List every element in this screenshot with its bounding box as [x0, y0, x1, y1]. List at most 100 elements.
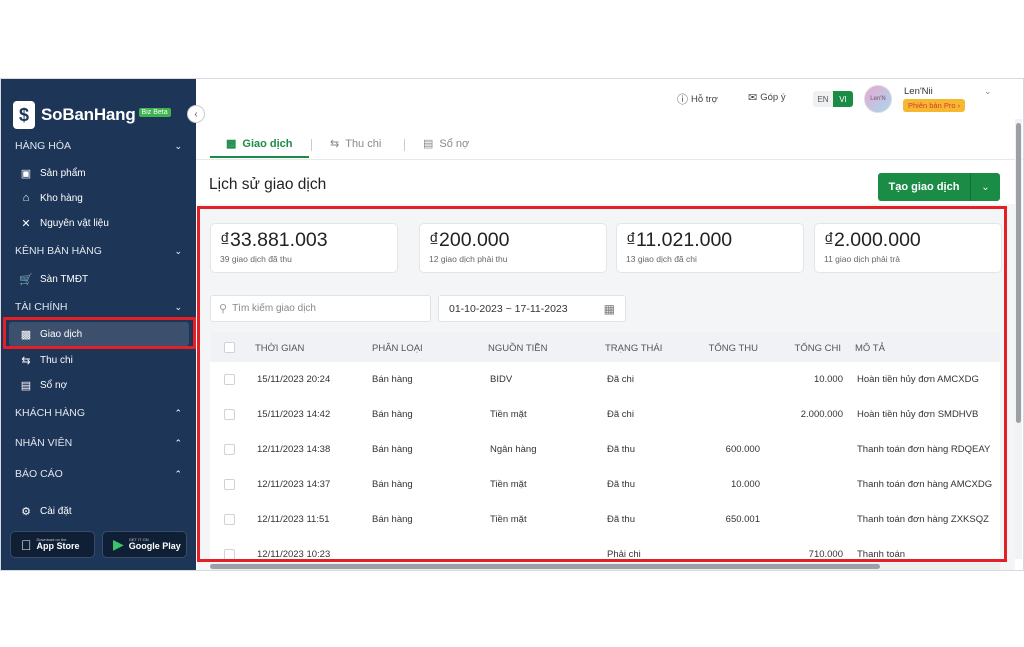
row-checkbox[interactable] — [224, 444, 235, 455]
active-tab-indicator — [210, 156, 309, 158]
support-link[interactable]: ⓘ Hỗ trợ — [677, 91, 718, 107]
google-play-small: GET IT ON — [128, 537, 149, 542]
transaction-table: THỜI GIAN PHÂN LOẠI NGUỒN TIỀN TRẠNG THÁ… — [210, 332, 1000, 560]
sidebar-section-tai-chinh[interactable]: TÀI CHÍNH ⌄ — [1, 296, 196, 318]
cell-type: Bán hàng — [372, 479, 413, 490]
column-header[interactable]: NGUỒN TIỀN — [488, 343, 548, 354]
table-header: THỜI GIAN PHÂN LOẠI NGUỒN TIỀN TRẠNG THÁ… — [210, 332, 1000, 362]
stat-card-spent[interactable]: ₫11.021.000 13 giao dịch đã chi — [616, 223, 804, 273]
horizontal-scrollbar[interactable] — [210, 563, 1000, 570]
section-label: HÀNG HÓA — [15, 140, 72, 152]
cell-status: Phải chi — [607, 549, 641, 560]
chevron-down-icon[interactable]: ⌄ — [970, 173, 1000, 201]
support-label: Hỗ trợ — [691, 93, 718, 105]
cell-income: 10.000 — [730, 479, 760, 490]
row-checkbox[interactable] — [224, 479, 235, 490]
section-label: NHÂN VIÊN — [15, 437, 73, 449]
tab-giao-dich[interactable]: ▩ Giao dịch — [226, 137, 293, 151]
cell-type: Bán hàng — [372, 444, 413, 455]
tab-so-no[interactable]: ▤ Sổ nợ — [423, 137, 469, 151]
table-row[interactable]: 12/11/2023 11:51 Bán hàng Tiền mặt Đã th… — [210, 502, 1000, 537]
row-checkbox[interactable] — [224, 549, 235, 560]
chevron-down-icon[interactable]: ⌄ — [984, 86, 992, 96]
ledger-book-icon: ▤ — [423, 138, 434, 150]
select-all-checkbox[interactable] — [224, 342, 235, 353]
scrollbar-thumb[interactable] — [1016, 123, 1021, 423]
sidebar-section-nhan-vien[interactable]: NHÂN VIÊN ⌃ — [1, 432, 196, 454]
date-range-picker[interactable]: 01-10-2023 ~ 17-11-2023 ▦ — [438, 295, 626, 322]
app-store-button[interactable]:  Download on the App Store — [10, 531, 95, 558]
calendar-icon: ▦ — [603, 301, 615, 316]
column-header[interactable]: TỔNG THU — [708, 343, 758, 354]
sidebar-item-cai-dat[interactable]: ⚙ Cài đặt — [9, 499, 189, 523]
product-box-icon: ▣ — [20, 167, 32, 180]
table-row[interactable]: 15/11/2023 14:42 Bán hàng Tiền mặt Đã ch… — [210, 397, 1000, 432]
create-transaction-label: Tạo giao dịch — [888, 181, 960, 193]
column-header[interactable]: TRẠNG THÁI — [605, 343, 663, 354]
cell-description: Hoàn tiền hủy đơn SMDHVB — [857, 409, 979, 420]
cell-type: Bán hàng — [372, 514, 413, 525]
envelope-icon: ✉ — [748, 92, 758, 104]
cash-icon: ▩ — [226, 138, 237, 150]
feedback-link[interactable]: ✉ Góp ý — [748, 91, 786, 104]
section-label: KHÁCH HÀNG — [15, 407, 86, 419]
tab-thu-chi[interactable]: ⇆ Thu chi — [330, 137, 382, 151]
sidebar-section-khach-hang[interactable]: KHÁCH HÀNG ⌃ — [1, 402, 196, 424]
lang-en-button[interactable]: EN — [813, 91, 833, 107]
cart-icon: 🛒 — [19, 273, 33, 286]
tab-label: Thu chi — [345, 137, 382, 150]
column-header[interactable]: PHÂN LOẠI — [372, 343, 423, 354]
ledger-book-icon: ▤ — [20, 379, 32, 392]
username[interactable]: Len'Nii — [904, 86, 933, 97]
google-play-button[interactable]: ▶ GET IT ON Google Play — [102, 531, 187, 558]
row-checkbox[interactable] — [224, 374, 235, 385]
sidebar-item-label: Thu chi — [40, 354, 73, 366]
logo-text: SoBanHang — [41, 105, 136, 124]
stat-card-receivable[interactable]: ₫200.000 12 giao dịch phải thu — [419, 223, 607, 273]
column-header[interactable]: TỔNG CHI — [794, 343, 841, 354]
row-checkbox[interactable] — [224, 514, 235, 525]
scrollbar-thumb[interactable] — [210, 564, 880, 569]
table-row[interactable]: 15/11/2023 20:24 Bán hàng BIDV Đã chi 10… — [210, 362, 1000, 397]
sidebar-item-nguyen-vat-lieu[interactable]: ✕ Nguyên vật liệu — [9, 211, 189, 235]
app-logo[interactable]: $ SoBanHang Biz Beta — [13, 101, 171, 129]
stat-card-collected[interactable]: ₫33.881.003 39 giao dịch đã thu — [210, 223, 398, 273]
vertical-scrollbar[interactable] — [1015, 119, 1022, 559]
stat-card-payable[interactable]: ₫2.000.000 11 giao dịch phải trả — [814, 223, 1002, 273]
google-play-label: Google Play — [128, 541, 181, 551]
feedback-label: Góp ý — [760, 92, 786, 103]
row-checkbox[interactable] — [224, 409, 235, 420]
sidebar-item-san-pham[interactable]: ▣ Sản phẩm — [9, 161, 189, 185]
gear-icon: ⚙ — [21, 505, 31, 518]
search-input[interactable] — [232, 303, 413, 314]
stat-label: 11 giao dịch phải trả — [824, 254, 900, 265]
pro-version-badge[interactable]: Phiên bản Pro › — [903, 99, 966, 112]
cell-expense: 2.000.000 — [800, 409, 843, 420]
sidebar-section-kenh-ban-hang[interactable]: KÊNH BÁN HÀNG ⌄ — [1, 240, 196, 262]
table-row[interactable]: 12/11/2023 10:23 Phải chi 710.000 Thanh … — [210, 537, 1000, 560]
table-row[interactable]: 12/11/2023 14:38 Bán hàng Ngân hàng Đã t… — [210, 432, 1000, 467]
column-header[interactable]: THỜI GIAN — [255, 343, 305, 354]
cell-status: Đã chi — [607, 374, 634, 385]
column-header[interactable]: MÔ TẢ — [855, 343, 885, 354]
table-row[interactable]: 12/11/2023 14:37 Bán hàng Tiền mặt Đã th… — [210, 467, 1000, 502]
sidebar-section-hang-hoa[interactable]: HÀNG HÓA ⌄ — [1, 135, 196, 157]
app-window: $ SoBanHang Biz Beta HÀNG HÓA ⌄ ▣ Sản ph… — [0, 78, 1024, 571]
cell-income: 600.000 — [725, 444, 760, 455]
sidebar-item-label: Nguyên vật liệu — [40, 217, 109, 229]
sidebar-item-so-no[interactable]: ▤ Sổ nợ — [9, 373, 189, 397]
create-transaction-button[interactable]: Tạo giao dịch ⌄ — [878, 173, 1000, 201]
lang-vi-button[interactable]: VI — [833, 91, 853, 107]
sidebar-item-label: Kho hàng — [40, 192, 83, 204]
sidebar-collapse-button[interactable]: ‹ — [187, 105, 205, 123]
sidebar-item-giao-dich[interactable]: ▩ Giao dịch — [9, 322, 189, 346]
chevron-down-icon: ⌄ — [174, 301, 182, 312]
stat-label: 13 giao dịch đã chi — [626, 254, 697, 265]
cell-time: 12/11/2023 14:37 — [257, 479, 331, 490]
sidebar-item-kho-hang[interactable]: ⌂ Kho hàng — [9, 186, 189, 210]
avatar[interactable]: Len'N — [864, 85, 892, 113]
sidebar-item-thu-chi[interactable]: ⇆ Thu chi — [9, 348, 189, 372]
search-box[interactable]: ⚲ — [210, 295, 431, 322]
sidebar-item-san-tmdt[interactable]: 🛒 Sàn TMĐT — [9, 267, 189, 291]
sidebar-section-bao-cao[interactable]: BÁO CÁO ⌃ — [1, 463, 196, 485]
